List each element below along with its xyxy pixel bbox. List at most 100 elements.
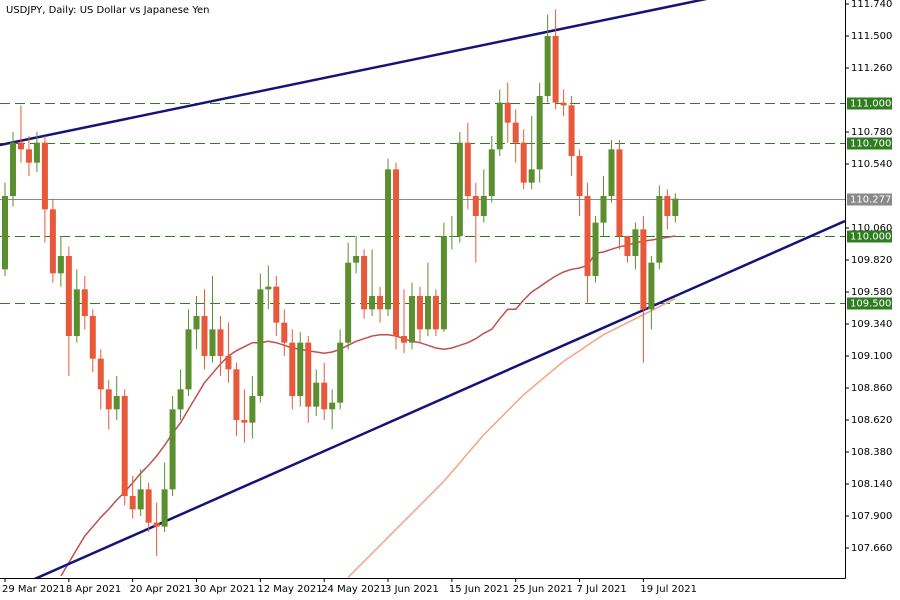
candle-body bbox=[305, 342, 312, 407]
candle-body bbox=[377, 296, 384, 310]
y-tick-label: 111.740 bbox=[851, 0, 892, 10]
y-tick-label: 109.340 bbox=[851, 319, 892, 330]
candle-body bbox=[528, 169, 535, 183]
candle-body bbox=[544, 36, 551, 96]
candle-body bbox=[496, 102, 503, 150]
x-tick-label: 7 Jul 2021 bbox=[577, 584, 627, 595]
candle-body bbox=[432, 296, 439, 330]
candle-body bbox=[25, 149, 32, 163]
trendline bbox=[33, 219, 845, 578]
candle-body bbox=[265, 286, 272, 290]
candle-body bbox=[464, 142, 471, 196]
candle-body bbox=[313, 382, 320, 407]
x-tick-label: 24 May 2021 bbox=[321, 584, 386, 595]
candle-body bbox=[105, 389, 112, 410]
level-tag bbox=[847, 297, 892, 310]
y-tick-label: 108.380 bbox=[851, 447, 892, 458]
last-price-tag bbox=[847, 193, 892, 206]
x-tick-label: 30 Apr 2021 bbox=[194, 584, 256, 595]
candle-body bbox=[121, 396, 128, 496]
candle-body bbox=[297, 342, 304, 396]
y-tick-label: 109.820 bbox=[851, 255, 892, 266]
candle-body bbox=[648, 262, 655, 310]
candle-body bbox=[345, 262, 352, 343]
candle-body bbox=[249, 396, 256, 423]
candle-body bbox=[488, 149, 495, 196]
candle-body bbox=[552, 36, 559, 103]
y-tick-label: 111.500 bbox=[851, 31, 892, 42]
candle-body bbox=[536, 96, 543, 170]
candle-body bbox=[137, 489, 144, 510]
candle-body bbox=[393, 169, 400, 336]
candle-body bbox=[560, 102, 567, 106]
candle-body bbox=[480, 196, 487, 216]
candle-body bbox=[89, 316, 96, 359]
candle-body bbox=[273, 286, 280, 323]
candle-body bbox=[193, 316, 200, 330]
candle-body bbox=[616, 149, 623, 236]
level-label: 111.000 bbox=[850, 99, 891, 110]
candle-body bbox=[57, 256, 64, 274]
candle-body bbox=[664, 196, 671, 216]
x-tick-label: 19 Jul 2021 bbox=[640, 584, 697, 595]
candle-body bbox=[17, 142, 24, 150]
moving-average bbox=[347, 298, 676, 578]
level-label: 110.000 bbox=[850, 232, 891, 243]
y-tick-label: 109.580 bbox=[851, 287, 892, 298]
plot-area bbox=[0, 0, 845, 578]
candle-body bbox=[472, 196, 479, 216]
x-tick-label: 8 Apr 2021 bbox=[66, 584, 121, 595]
candle-body bbox=[329, 402, 336, 410]
candle-body bbox=[440, 236, 447, 330]
candle-body bbox=[640, 229, 647, 310]
candle-body bbox=[361, 256, 368, 310]
candle-body bbox=[512, 122, 519, 143]
candle-body bbox=[504, 102, 511, 123]
candle-body bbox=[289, 342, 296, 396]
y-tick-label: 107.900 bbox=[851, 511, 892, 522]
level-tag bbox=[847, 97, 892, 110]
candle-body bbox=[129, 496, 136, 510]
candle-body bbox=[568, 105, 575, 156]
candle-body bbox=[225, 356, 232, 370]
trendline bbox=[0, 0, 708, 147]
candle-body bbox=[81, 289, 88, 316]
y-tick-label: 110.540 bbox=[851, 159, 892, 170]
y-tick-label: 110.060 bbox=[851, 223, 892, 234]
candle-body bbox=[33, 142, 40, 163]
candle-body bbox=[73, 289, 80, 336]
level-label: 110.700 bbox=[850, 139, 891, 150]
candle-body bbox=[177, 389, 184, 410]
candle-body bbox=[281, 322, 288, 343]
candle-body bbox=[385, 169, 392, 310]
candle-body bbox=[153, 522, 160, 527]
x-tick-label: 20 Apr 2021 bbox=[130, 584, 192, 595]
y-tick-label: 107.660 bbox=[851, 543, 892, 554]
candle-body bbox=[321, 382, 328, 410]
candle-body bbox=[41, 142, 48, 210]
candle-body bbox=[65, 256, 72, 336]
level-tag bbox=[847, 137, 892, 150]
y-tick-label: 110.780 bbox=[851, 127, 892, 138]
candle-body bbox=[337, 342, 344, 403]
candle-body bbox=[672, 198, 679, 216]
chart-title: USDJPY, Daily: US Dollar vs Japanese Yen bbox=[6, 5, 210, 16]
y-tick-label: 109.100 bbox=[851, 351, 892, 362]
candle-body bbox=[401, 336, 407, 343]
candle-body bbox=[97, 358, 104, 390]
candle-body bbox=[217, 329, 224, 356]
candle-body bbox=[145, 489, 152, 523]
candle-body bbox=[632, 229, 639, 256]
candle-body bbox=[456, 142, 463, 236]
candle-body bbox=[169, 409, 176, 490]
moving-average bbox=[60, 235, 676, 577]
last-price-label: 110.277 bbox=[850, 195, 891, 206]
level-tag bbox=[847, 230, 892, 243]
candle-body bbox=[369, 296, 376, 310]
x-tick-label: 25 Jun 2021 bbox=[513, 584, 573, 595]
y-tick-label: 108.620 bbox=[851, 415, 892, 426]
candle-body bbox=[520, 142, 527, 183]
candle-body bbox=[49, 209, 56, 274]
